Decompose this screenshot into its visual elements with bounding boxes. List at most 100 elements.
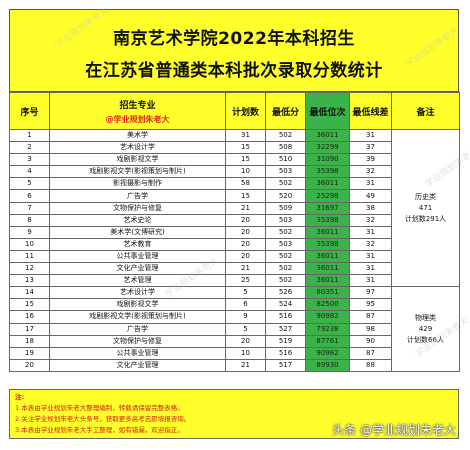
row-line-diff: 90 — [349, 334, 392, 348]
note-physics-l2: 429 — [418, 324, 433, 333]
row-min-rank: 35398 — [305, 237, 350, 251]
table-header-row: 序号 招生专业 @学业规划朱老大 计划数 最低分 最低位次 最低线差 备注 — [9, 92, 460, 130]
table-row: 14 艺术设计学 5 526 80351 97 物理类 429 计划数66人 — [9, 286, 460, 372]
row-line-diff: 32 — [349, 165, 392, 179]
row-min-rank: 31697 — [305, 201, 350, 215]
row-min-rank: 36011 — [305, 262, 350, 276]
row-line-diff: 31 — [349, 225, 392, 239]
row-min-rank: 36011 — [305, 128, 350, 143]
row-min-rank: 90982 — [305, 310, 350, 324]
note-history-l3: 计划数291人 — [404, 214, 447, 223]
row-plan: 10 — [225, 346, 266, 360]
row-plan: 31 — [225, 128, 266, 143]
row-major: 戏剧影视文学 — [49, 298, 226, 312]
row-min-score: 508 — [265, 141, 306, 155]
note-physics-l1: 物理类 — [415, 313, 436, 322]
row-line-diff: 87 — [349, 310, 392, 324]
header-no: 序号 — [9, 92, 50, 130]
row-major: 美术学 — [49, 128, 226, 143]
row-min-rank: 36011 — [305, 249, 350, 264]
row-min-score: 527 — [265, 322, 306, 336]
row-line-diff: 49 — [349, 189, 392, 203]
row-line-diff: 88 — [349, 358, 392, 372]
row-min-score: 509 — [265, 201, 306, 215]
row-no: 16 — [9, 310, 50, 324]
header-plan: 计划数 — [225, 92, 266, 130]
row-plan: 15 — [225, 141, 266, 155]
row-line-diff: 31 — [349, 274, 392, 288]
row-min-rank: 89930 — [305, 358, 350, 372]
row-plan: 10 — [225, 165, 266, 179]
table-row: 16 戏剧影视文学(影视策划与制片) 9 516 90982 87 — [9, 310, 460, 324]
row-line-diff: 39 — [349, 153, 392, 167]
row-min-score: 502 — [265, 274, 306, 288]
row-major: 戏剧影视文学 — [49, 153, 226, 167]
row-plan: 20 — [225, 249, 266, 264]
row-plan: 15 — [225, 189, 266, 203]
row-min-rank: 90982 — [305, 346, 350, 360]
row-no: 2 — [9, 141, 50, 155]
row-no: 12 — [9, 262, 50, 276]
row-min-score: 516 — [265, 310, 306, 324]
row-line-diff: 38 — [349, 201, 392, 215]
footnote-2: 2.关注学业规划朱老大头条号，获取更多高考志愿填报咨询。 — [15, 415, 191, 423]
row-min-score: 502 — [265, 249, 306, 264]
table-row: 2 艺术设计学 15 508 32299 37 — [9, 141, 460, 155]
note-physics-l3: 计划数66人 — [407, 335, 444, 344]
row-plan: 21 — [225, 262, 266, 276]
row-plan: 6 — [225, 298, 266, 312]
row-min-rank: 87761 — [305, 334, 350, 348]
row-min-score: 520 — [265, 189, 306, 203]
row-no: 5 — [9, 177, 50, 191]
row-major: 艺术设计学 — [49, 286, 226, 300]
header-major-author: @学业规划朱老大 — [105, 114, 170, 124]
row-plan: 5 — [225, 286, 266, 300]
row-min-rank: 36011 — [305, 177, 350, 191]
row-major: 艺术史论 — [49, 213, 226, 227]
footnote-3: 3.本表由学业规划朱老大手工整理，如有错漏，欢迎指正。 — [15, 426, 184, 434]
row-major: 文化产业管理 — [49, 358, 226, 372]
row-major: 广告学 — [49, 189, 226, 203]
row-plan: 25 — [225, 274, 266, 288]
row-line-diff: 97 — [349, 286, 392, 300]
row-line-diff: 32 — [349, 213, 392, 227]
author-signature: 头条 @学业规划朱老大 — [332, 423, 456, 437]
row-line-diff: 31 — [349, 128, 392, 143]
row-plan: 20 — [225, 213, 266, 227]
row-min-score: 503 — [265, 165, 306, 179]
row-min-score: 510 — [265, 153, 306, 167]
row-min-rank: 35398 — [305, 165, 350, 179]
row-major: 美术学(文博研究) — [49, 225, 226, 239]
row-plan: 21 — [225, 201, 266, 215]
row-min-score: 517 — [265, 358, 306, 372]
row-plan: 5 — [225, 322, 266, 336]
row-no: 4 — [9, 165, 50, 179]
row-line-diff: 31 — [349, 249, 392, 264]
row-major: 广告学 — [49, 322, 226, 336]
row-major: 影视摄影与制作 — [49, 177, 226, 191]
title-line-1: 南京艺术学院2022年本科招生 — [113, 29, 355, 49]
row-plan: 21 — [225, 358, 266, 372]
header-note: 备注 — [391, 92, 460, 130]
row-no: 10 — [9, 237, 50, 251]
row-no: 19 — [9, 346, 50, 360]
row-plan: 9 — [225, 310, 266, 324]
table-row: 19 公共事业管理 10 516 90982 87 — [9, 346, 460, 360]
row-line-diff: 98 — [349, 322, 392, 336]
header-min-rank: 最低位次 — [305, 92, 350, 130]
note-physics: 物理类 429 计划数66人 — [391, 286, 460, 372]
row-no: 11 — [9, 249, 50, 264]
row-line-diff: 32 — [349, 237, 392, 251]
title-line-2: 在江苏省普通类本科批次录取分数统计 — [85, 61, 383, 81]
row-plan: 58 — [225, 177, 266, 191]
row-plan: 20 — [225, 237, 266, 251]
header-min-score: 最低分 — [265, 92, 306, 130]
row-min-rank: 80351 — [305, 286, 350, 300]
row-no: 20 — [9, 358, 50, 372]
row-min-score: 516 — [265, 346, 306, 360]
table-row: 1 美术学 31 502 36011 31 历史类 471 计划数291人 — [9, 128, 460, 288]
table-row: 20 文化产业管理 21 517 89930 88 — [9, 358, 460, 372]
row-line-diff: 95 — [349, 298, 392, 312]
row-major: 艺术管理 — [49, 274, 226, 288]
